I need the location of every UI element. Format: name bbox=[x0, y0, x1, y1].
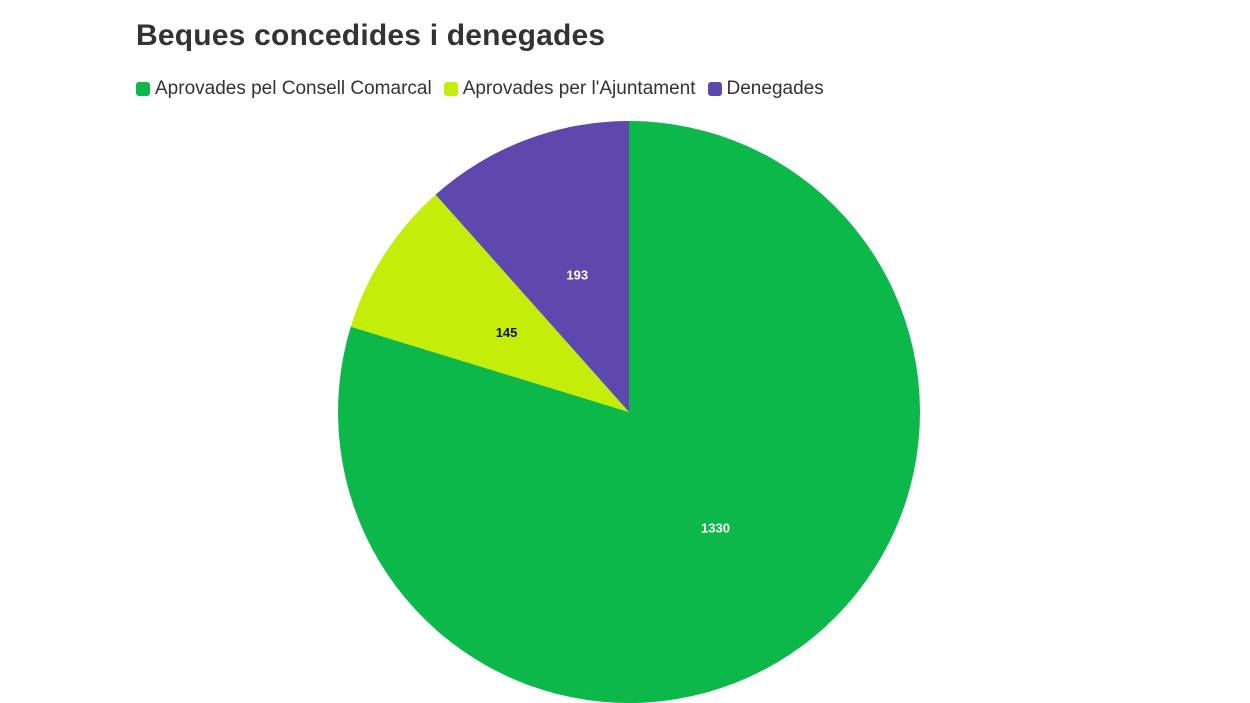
slice-label-ajuntament: 145 bbox=[496, 325, 518, 340]
legend-item-ajuntament[interactable]: Aprovades per l'Ajuntament bbox=[443, 76, 696, 102]
legend-swatch-denegades bbox=[707, 82, 722, 96]
legend-item-consell[interactable]: Aprovades pel Consell Comarcal bbox=[136, 76, 432, 102]
slice-label-consell: 1330 bbox=[701, 520, 730, 535]
legend-label-consell: Aprovades pel Consell Comarcal bbox=[155, 78, 432, 99]
legend-item-denegades[interactable]: Denegades bbox=[707, 76, 824, 102]
chart-legend: Aprovades pel Consell Comarcal Aprovades… bbox=[136, 76, 836, 102]
chart-title: Beques concedides i denegades bbox=[136, 19, 606, 52]
legend-swatch-ajuntament bbox=[443, 82, 458, 96]
legend-label-ajuntament: Aprovades per l'Ajuntament bbox=[462, 78, 696, 99]
pie-slice-ajuntament[interactable] bbox=[350, 194, 629, 412]
slice-label-denegades: 193 bbox=[566, 267, 588, 282]
legend-swatch-consell bbox=[136, 82, 150, 96]
pie-slice-denegades[interactable] bbox=[435, 121, 629, 412]
legend-label-denegades: Denegades bbox=[726, 78, 824, 99]
